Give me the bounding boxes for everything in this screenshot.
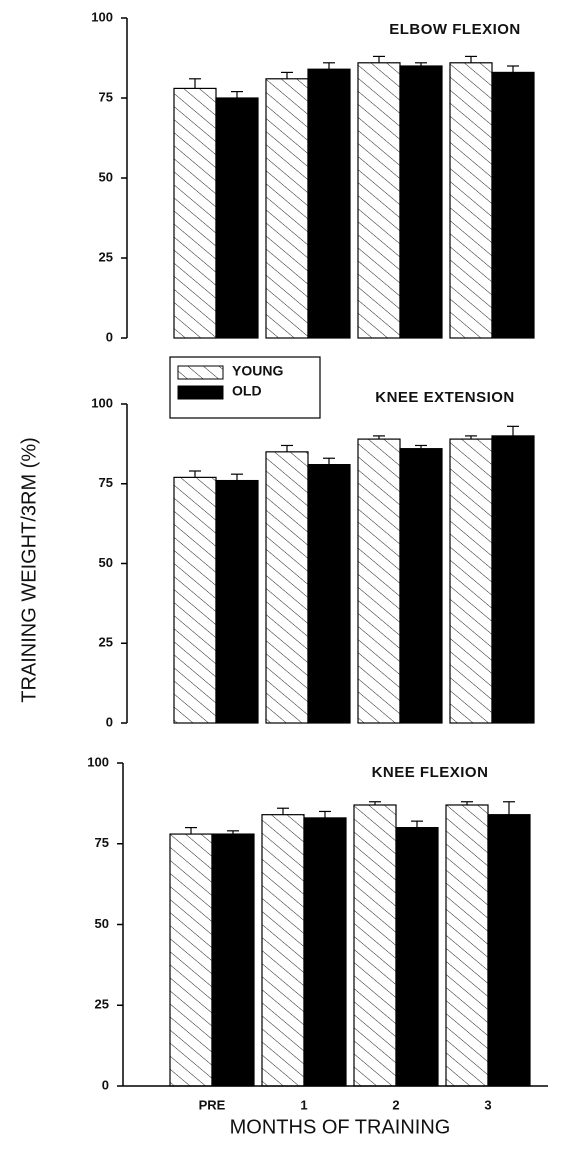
y-tick-label: 100 (87, 754, 109, 769)
bar (487, 814, 531, 1087)
y-tick-label: 100 (91, 9, 113, 24)
bar (399, 448, 443, 724)
y-tick-label: 75 (95, 835, 109, 850)
bar (303, 817, 347, 1087)
bar (215, 479, 259, 724)
y-tick-label: 0 (102, 1077, 109, 1092)
bar (307, 68, 351, 339)
legend-swatch (177, 385, 224, 400)
y-tick-label: 25 (99, 635, 113, 650)
bar (357, 62, 401, 339)
y-tick-label: 50 (99, 555, 113, 570)
bar (173, 87, 217, 339)
bar (265, 78, 309, 339)
legend-swatch (177, 365, 224, 380)
x-tick-label: 1 (300, 1097, 307, 1112)
panel-title: KNEE FLEXION (372, 764, 489, 781)
x-tick-label: 3 (484, 1097, 491, 1112)
bar (211, 833, 255, 1087)
y-tick-label: 0 (106, 329, 113, 344)
y-tick-label: 50 (95, 916, 109, 931)
x-axis-label: MONTHS OF TRAINING (230, 1116, 451, 1138)
y-tick-label: 0 (106, 714, 113, 729)
bar (445, 804, 489, 1087)
y-tick-label: 75 (99, 89, 113, 104)
bar (265, 451, 309, 724)
bar (261, 814, 305, 1087)
bar (449, 62, 493, 339)
y-tick-label: 25 (99, 249, 113, 264)
bar (491, 71, 535, 339)
bar (353, 804, 397, 1087)
panel-title: KNEE EXTENSION (375, 389, 515, 406)
bar (215, 97, 259, 339)
bar (491, 435, 535, 724)
bar (169, 833, 213, 1087)
panel-title: ELBOW FLEXION (389, 21, 521, 38)
bar (395, 826, 439, 1087)
y-tick-label: 100 (91, 395, 113, 410)
x-tick-label: 2 (392, 1097, 399, 1112)
legend-label: YOUNG (232, 363, 283, 379)
bar (449, 438, 493, 724)
bar (307, 464, 351, 724)
y-axis-label: TRAINING WEIGHT/3RM (%) (18, 437, 40, 703)
bar (357, 438, 401, 724)
x-tick-label: PRE (199, 1097, 226, 1112)
y-tick-label: 50 (99, 169, 113, 184)
legend-label: OLD (232, 383, 262, 399)
bar (173, 476, 217, 724)
y-tick-label: 75 (99, 475, 113, 490)
bar (399, 65, 443, 339)
y-tick-label: 25 (95, 997, 109, 1012)
